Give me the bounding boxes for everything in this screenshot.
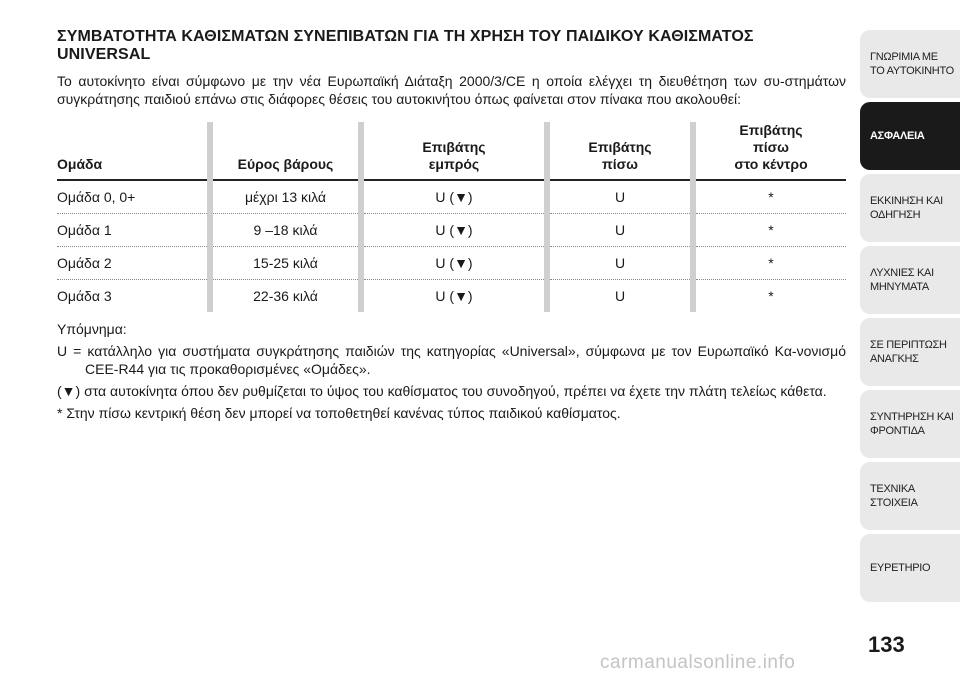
chapter-tabs: ΓΝΩΡΙΜΙΑ ΜΕ ΤΟ ΑΥΤΟΚΙΝΗΤΟ ΑΣΦΑΛΕΙΑ ΕΚΚΙΝ… bbox=[860, 30, 960, 606]
table-notes: Υπόμνημα: U = κατάλληλο για συστήματα συ… bbox=[57, 320, 846, 422]
cell-rear-center: * bbox=[690, 246, 846, 280]
cell-front: U (▼) bbox=[358, 279, 547, 312]
cell-group: Ομάδα 1 bbox=[57, 213, 210, 247]
table-row: Ομάδα 2 15-25 κιλά U (▼) U * bbox=[57, 246, 846, 280]
header-front-passenger: Επιβάτης εμπρός bbox=[358, 122, 547, 181]
tab-maintenance[interactable]: ΣΥΝΤΗΡΗΣΗ ΚΑΙ ΦΡΟΝΤΙΔΑ bbox=[860, 390, 960, 458]
cell-rear-center: * bbox=[690, 213, 846, 247]
cell-front: U (▼) bbox=[358, 213, 547, 247]
tab-getting-to-know[interactable]: ΓΝΩΡΙΜΙΑ ΜΕ ΤΟ ΑΥΤΟΚΙΝΗΤΟ bbox=[860, 30, 960, 98]
tab-emergency[interactable]: ΣΕ ΠΕΡΙΠΤΩΣΗ ΑΝΑΓΚΗΣ bbox=[860, 318, 960, 386]
tab-index[interactable]: ΕΥΡΕΤΗΡΙΟ bbox=[860, 534, 960, 602]
cell-rear: U bbox=[544, 279, 693, 312]
cell-rear-center: * bbox=[690, 279, 846, 312]
note-triangle: (▼) στα αυτοκίνητα όπου δεν ρυθμίζεται τ… bbox=[57, 383, 827, 399]
tab-safety[interactable]: ΑΣΦΑΛΕΙΑ bbox=[860, 102, 960, 170]
cell-group: Ομάδα 3 bbox=[57, 288, 112, 304]
cell-front: U (▼) bbox=[358, 180, 547, 214]
tab-starting-driving[interactable]: ΕΚΚΙΝΗΣΗ ΚΑΙ ΟΔΗΓΗΣΗ bbox=[860, 174, 960, 242]
cell-weight: 22-36 κιλά bbox=[207, 279, 361, 312]
header-group: Ομάδα bbox=[57, 122, 210, 181]
page-title: ΣΥΜΒΑΤΟΤΗΤΑ ΚΑΘΙΣΜΑΤΩΝ ΣΥΝΕΠΙΒΑΤΩΝ ΓΙΑ Τ… bbox=[57, 28, 754, 63]
tab-warning-lights[interactable]: ΛΥΧΝΙΕΣ ΚΑΙ ΜΗΝΥΜΑΤΑ bbox=[860, 246, 960, 314]
page-number: 133 bbox=[868, 632, 905, 657]
cell-group: Ομάδα 0, 0+ bbox=[57, 180, 210, 214]
cell-rear: U bbox=[544, 213, 693, 247]
watermark: carmanualsonline.info bbox=[600, 652, 796, 673]
cell-weight: 15-25 κιλά bbox=[207, 246, 361, 280]
table-row: Ομάδα 1 9 –18 κιλά U (▼) U * bbox=[57, 213, 846, 247]
cell-rear: U bbox=[544, 246, 693, 280]
header-rear-center-passenger: Επιβάτης πίσω στο κέντρο bbox=[690, 122, 846, 181]
compatibility-table: Ομάδα Εύρος βάρους Επιβάτης εμπρός Επιβά… bbox=[57, 122, 846, 312]
cell-front: U (▼) bbox=[358, 246, 547, 280]
header-weight: Εύρος βάρους bbox=[207, 122, 361, 181]
tab-technical-data[interactable]: ΤΕΧΝΙΚΑ ΣΤΟΙΧΕΙΑ bbox=[860, 462, 960, 530]
table-header-row: Ομάδα Εύρος βάρους Επιβάτης εμπρός Επιβά… bbox=[57, 122, 846, 181]
table-row: Ομάδα 3 22-36 κιλά U (▼) U * bbox=[57, 279, 846, 312]
header-rear-passenger: Επιβάτης πίσω bbox=[544, 122, 693, 181]
cell-rear: U bbox=[544, 180, 693, 214]
note-universal: U = κατάλληλο για συστήματα συγκράτησης … bbox=[57, 343, 846, 377]
page-content: ΣΥΜΒΑΤΟΤΗΤΑ ΚΑΘΙΣΜΑΤΩΝ ΣΥΝΕΠΙΒΑΤΩΝ ΓΙΑ Τ… bbox=[57, 28, 846, 426]
cell-weight: μέχρι 13 κιλά bbox=[207, 180, 361, 214]
cell-weight: 9 –18 κιλά bbox=[207, 213, 361, 247]
intro-paragraph: Το αυτοκίνητο είναι σύμφωνο με την νέα Ε… bbox=[57, 73, 846, 107]
note-star: * Στην πίσω κεντρική θέση δεν μπορεί να … bbox=[57, 405, 621, 421]
cell-rear-center: * bbox=[690, 180, 846, 214]
cell-group: Ομάδα 2 bbox=[57, 246, 210, 280]
legend-heading: Υπόμνημα: bbox=[57, 321, 127, 337]
table-row: Ομάδα 0, 0+ μέχρι 13 κιλά U (▼) U * bbox=[57, 180, 846, 214]
